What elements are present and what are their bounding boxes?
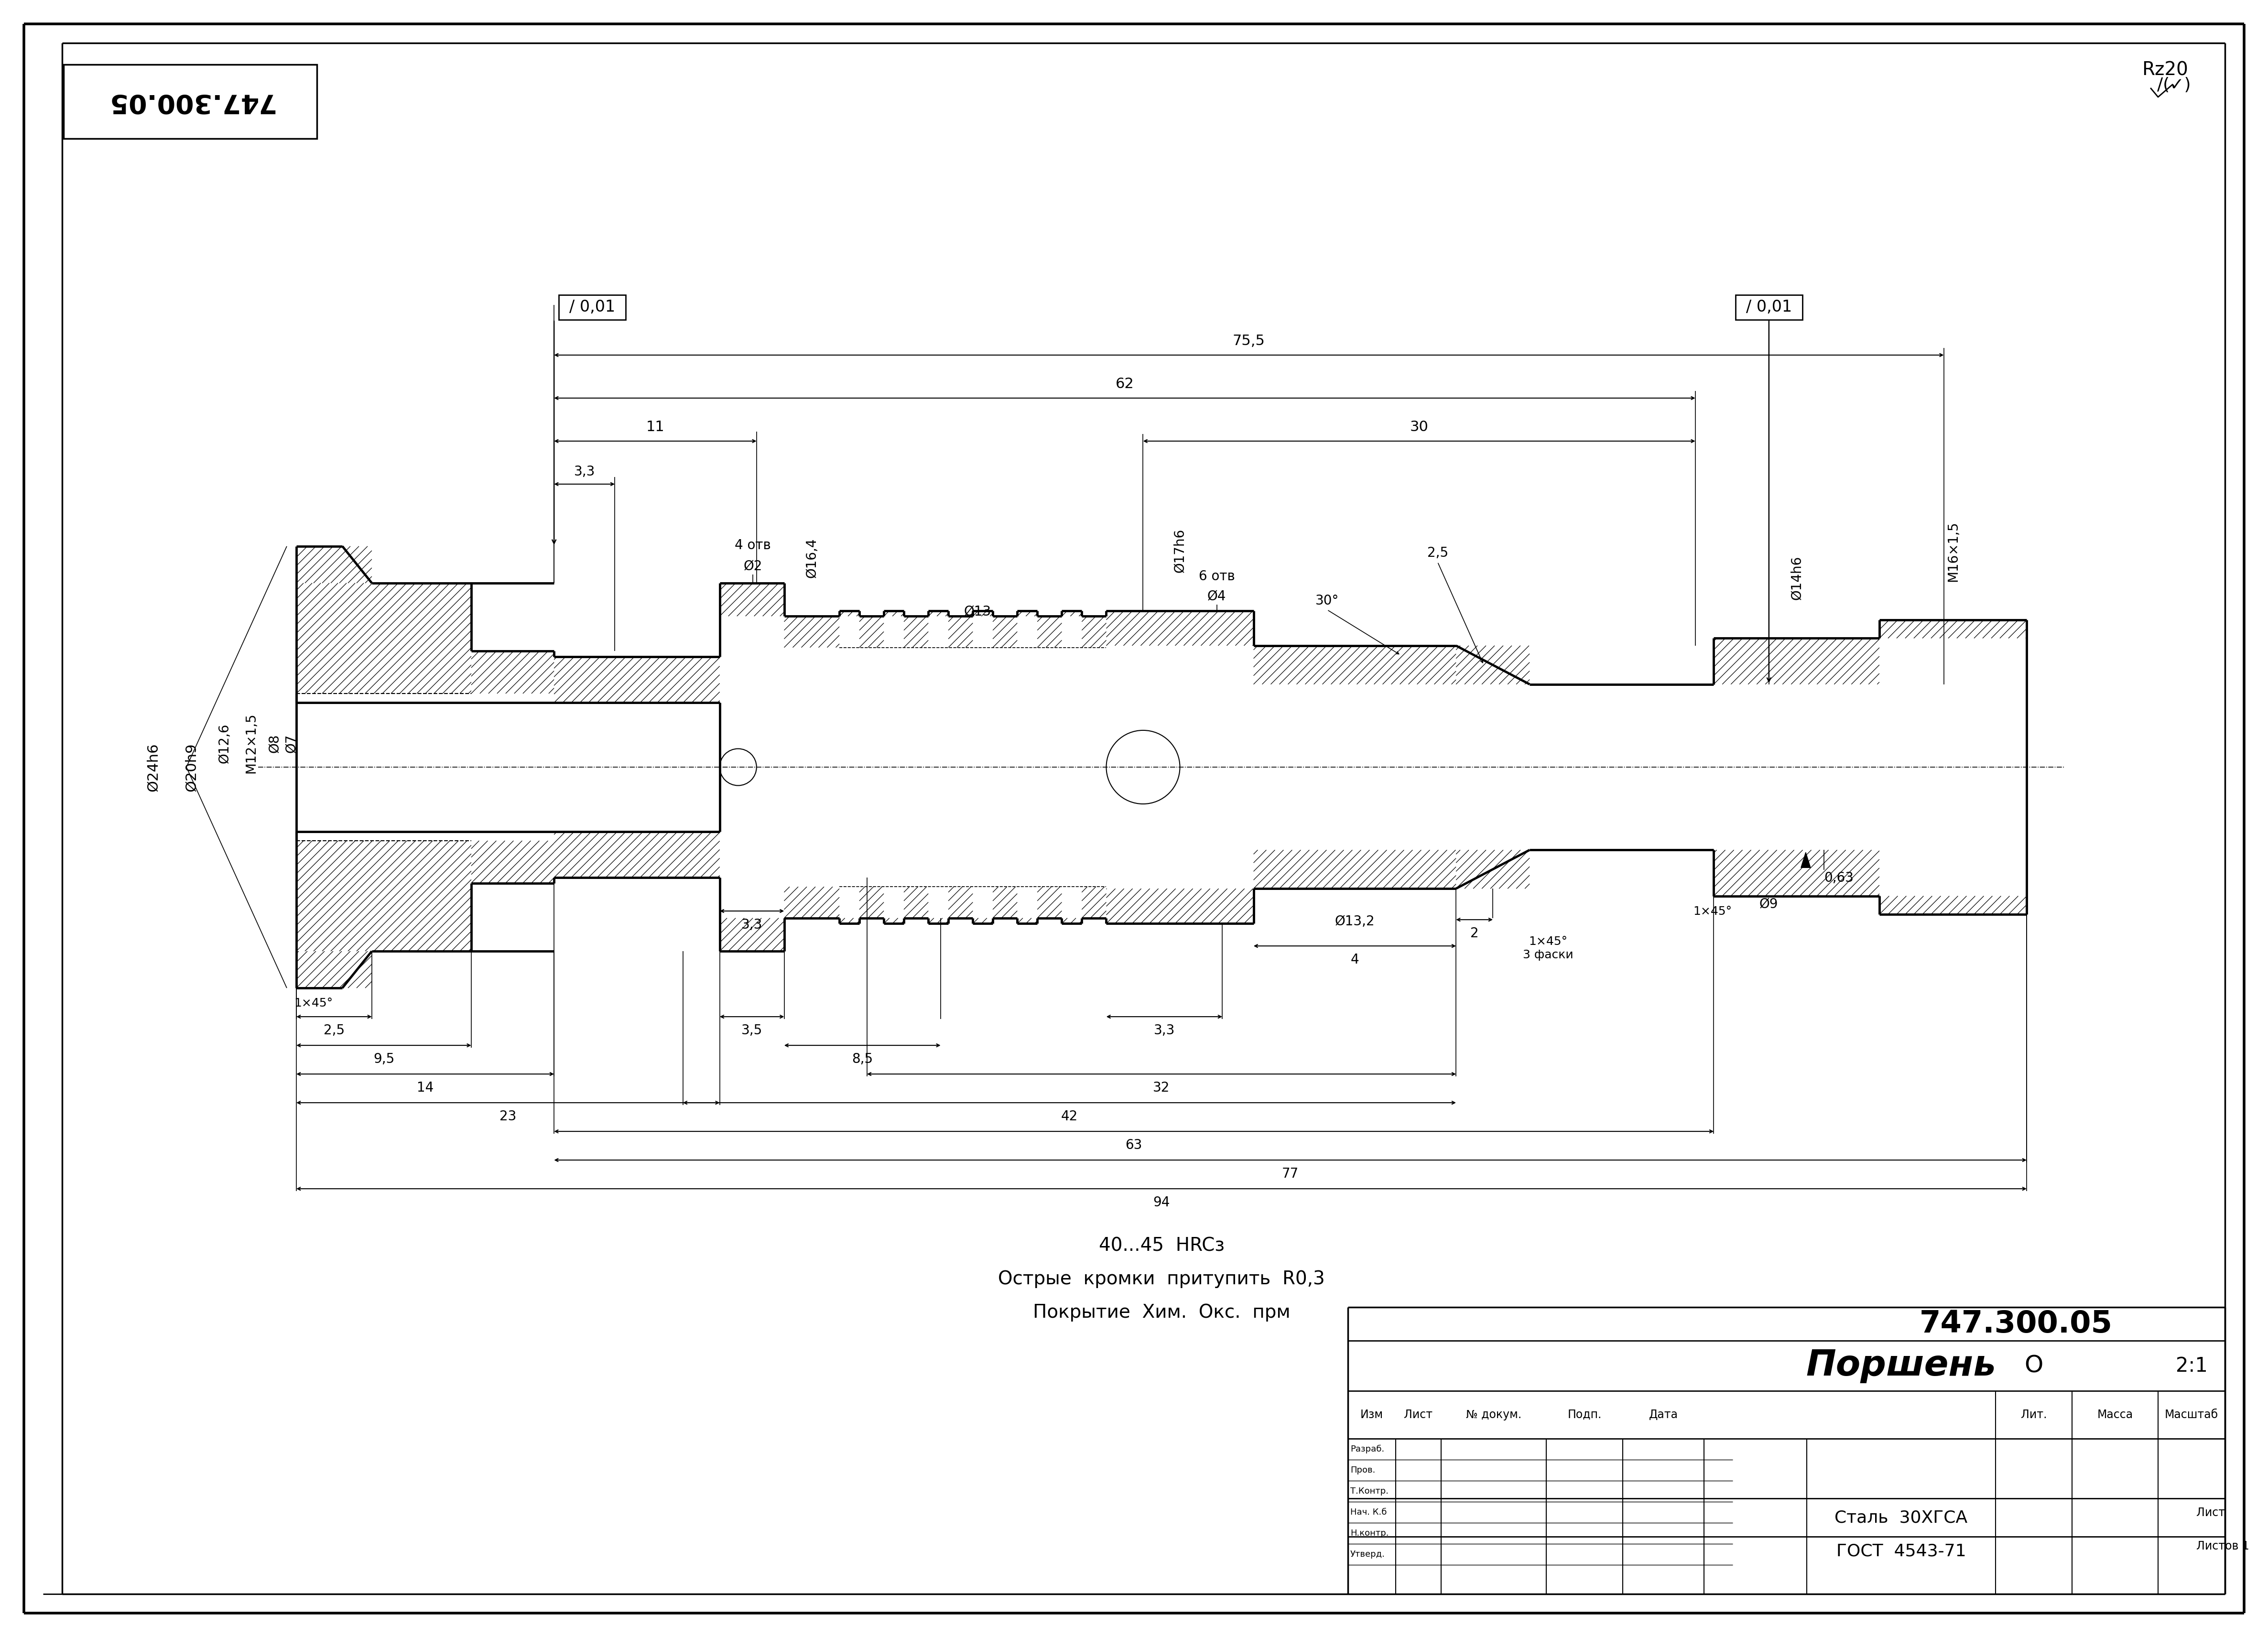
Text: О: О — [2025, 1354, 2043, 1377]
Bar — [64, 64, 318, 139]
Text: 1×45°: 1×45° — [1694, 905, 1733, 917]
Text: 63: 63 — [1125, 1139, 1143, 1152]
Text: 2:1: 2:1 — [2175, 1355, 2207, 1375]
Text: 9,5: 9,5 — [374, 1053, 395, 1066]
Text: Ø2: Ø2 — [744, 560, 762, 573]
Text: ГОСТ  4543-71: ГОСТ 4543-71 — [1837, 1542, 1966, 1558]
Text: Ø13,2: Ø13,2 — [1336, 915, 1374, 928]
Text: 8,5: 8,5 — [853, 1053, 873, 1066]
Text: Ø4: Ø4 — [1207, 589, 1227, 604]
Text: Масса: Масса — [2098, 1409, 2132, 1421]
Text: Ø13: Ø13 — [964, 606, 991, 619]
Bar — [1735, 295, 1803, 319]
Text: Сталь  30ХГСА: Сталь 30ХГСА — [1835, 1509, 1969, 1526]
Text: 30°: 30° — [1315, 594, 1338, 607]
Text: Ø7: Ø7 — [286, 733, 299, 753]
Text: 2,5: 2,5 — [1427, 547, 1449, 560]
Text: 77: 77 — [1281, 1167, 1300, 1180]
Text: Подп.: Подп. — [1567, 1409, 1601, 1421]
Text: 30: 30 — [1411, 421, 1429, 434]
Text: 40...45  HRCз: 40...45 HRCз — [1098, 1236, 1225, 1254]
Text: Ø20h9: Ø20h9 — [184, 743, 197, 791]
Text: 14: 14 — [417, 1080, 433, 1095]
Text: Разраб.: Разраб. — [1349, 1445, 1383, 1454]
Text: 2: 2 — [1470, 927, 1479, 940]
Text: Т.Контр.: Т.Контр. — [1349, 1486, 1388, 1496]
Text: M12×1,5: M12×1,5 — [245, 714, 259, 773]
Text: Утверд.: Утверд. — [1349, 1550, 1386, 1558]
Text: Н.контр.: Н.контр. — [1349, 1529, 1388, 1537]
Text: Нач. К.б: Нач. К.б — [1349, 1508, 1386, 1516]
Text: Rz20: Rz20 — [2141, 61, 2189, 79]
Text: Листов 1: Листов 1 — [2195, 1540, 2250, 1552]
Text: 0,63: 0,63 — [1823, 871, 1853, 886]
Text: 94: 94 — [1152, 1197, 1170, 1210]
Text: / 0,01: / 0,01 — [1746, 300, 1792, 316]
Text: 1×45°: 1×45° — [295, 997, 333, 1008]
Text: 4: 4 — [1349, 953, 1359, 966]
Bar — [558, 295, 626, 319]
Text: Пров.: Пров. — [1349, 1465, 1374, 1475]
Text: 6 отв: 6 отв — [1198, 570, 1234, 583]
Text: M16×1,5: M16×1,5 — [1946, 521, 1960, 581]
Text: Ø9: Ø9 — [1760, 897, 1778, 912]
Text: 747.300.05: 747.300.05 — [1919, 1310, 2112, 1339]
Text: 32: 32 — [1152, 1080, 1170, 1095]
Text: Ø8: Ø8 — [268, 733, 281, 753]
Text: 3,5: 3,5 — [742, 1023, 762, 1038]
Text: Изм: Изм — [1361, 1409, 1383, 1421]
Text: Ø16,4: Ø16,4 — [805, 539, 819, 578]
Text: № докум.: № докум. — [1465, 1409, 1522, 1421]
Text: 3,3: 3,3 — [1154, 1023, 1175, 1038]
Text: Ø14h6: Ø14h6 — [1789, 557, 1803, 601]
Text: 747.300.05: 747.300.05 — [107, 88, 274, 115]
Text: Ø12,6: Ø12,6 — [218, 724, 231, 763]
Text: /(✓): /(✓) — [2157, 77, 2191, 93]
Text: Масштаб: Масштаб — [2164, 1409, 2218, 1421]
Text: 4 отв: 4 отв — [735, 539, 771, 552]
Text: 2,5: 2,5 — [324, 1023, 345, 1038]
Text: 3,3: 3,3 — [574, 465, 594, 478]
Text: 75,5: 75,5 — [1234, 334, 1266, 349]
Text: Ø24h6: Ø24h6 — [145, 743, 159, 791]
Text: Ø17h6: Ø17h6 — [1173, 529, 1186, 573]
Text: Покрытие  Хим.  Окс.  прм: Покрытие Хим. Окс. прм — [1032, 1303, 1290, 1321]
Text: / 0,01: / 0,01 — [569, 300, 615, 316]
Polygon shape — [1801, 853, 1810, 868]
Text: 1×45°
3 фаски: 1×45° 3 фаски — [1522, 936, 1574, 961]
Text: 62: 62 — [1116, 377, 1134, 391]
Text: Острые  кромки  притупить  R0,3: Острые кромки притупить R0,3 — [998, 1270, 1325, 1288]
Text: 23: 23 — [499, 1110, 517, 1123]
Text: Лист: Лист — [2195, 1508, 2225, 1519]
Text: Поршень: Поршень — [1805, 1349, 1996, 1383]
Text: Лист: Лист — [1404, 1409, 1433, 1421]
Text: 11: 11 — [646, 421, 665, 434]
Text: 3,3: 3,3 — [742, 918, 762, 931]
Text: 42: 42 — [1061, 1110, 1077, 1123]
Text: Дата: Дата — [1649, 1409, 1678, 1421]
Text: Лит.: Лит. — [2021, 1409, 2046, 1421]
